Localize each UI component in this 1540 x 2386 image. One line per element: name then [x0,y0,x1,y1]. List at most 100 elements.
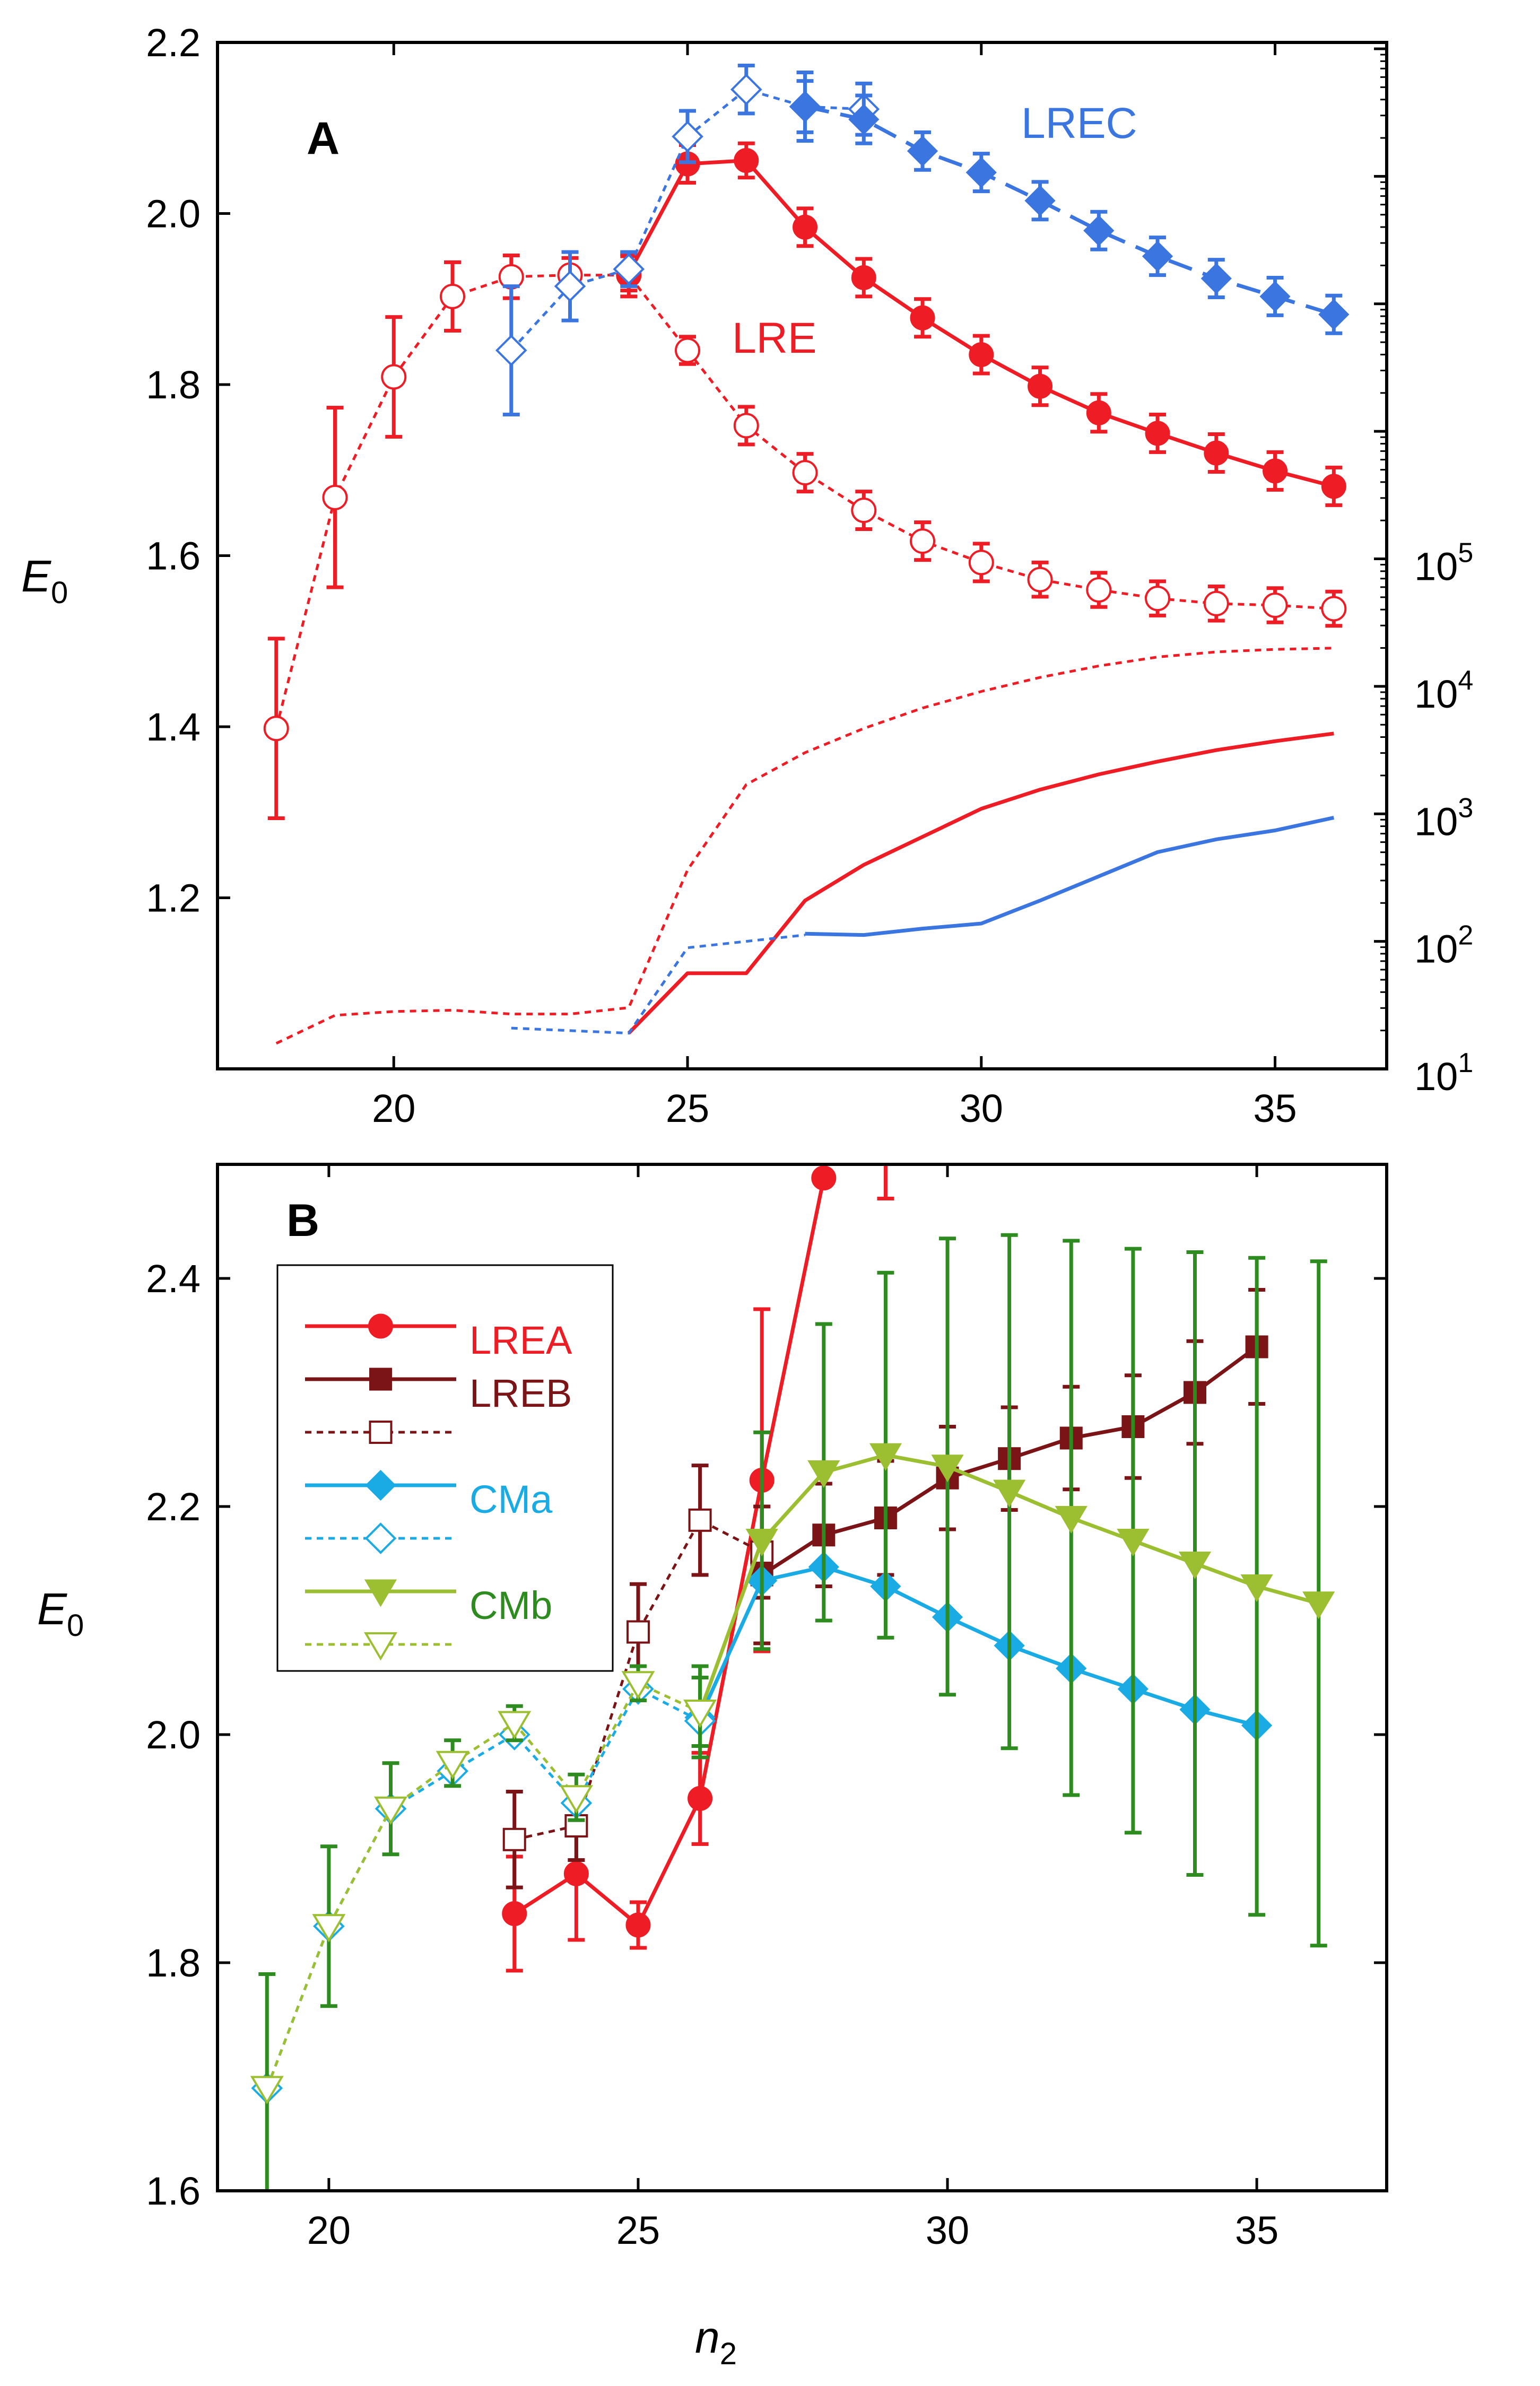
panel-b-series-lrea-off-scale-error-bar [877,1164,894,1200]
legend-entry-lrea: LREA [305,1313,572,1362]
panel-b-series-cmb-open-point [621,1671,655,1700]
panel-a-series-lre-open-point [851,498,877,524]
panel-b-series-lreb-open-point [502,1827,526,1851]
panel-b-series-cmb-open-point [498,1711,532,1740]
legend-frame [276,1264,614,1672]
panel-a-series-lre-open-point [675,337,701,363]
legend-label: LREA [469,1318,572,1362]
panel-a-y2-tick-label-base: 10 [1414,545,1458,589]
panel-a-series-lrec-filled [789,79,1350,335]
panel-a-series-lrec-filled-point [1083,215,1115,246]
panel-b-series-cmb-filled [683,1233,1335,1948]
panel-a-series-lrec-filled-point [1259,281,1291,312]
panel-b-series-cmb-open-point [250,2076,284,2105]
plot-frame-b [216,1163,1388,2192]
panel-label-a: A [307,113,340,164]
panel-a-y2-tick-label-base: 10 [1414,927,1458,971]
x-axis-title-b-sub: 2 [720,2337,737,2371]
panel-b-series-cmb-filled-point [1117,1529,1150,1557]
panel-a-series-lre-filled [616,141,1346,507]
panel-a-y2-tick-label-sup: 1 [1458,1048,1473,1078]
panel-b-series-cma-open [251,1673,716,2104]
panel-a-y-tick-label: 2.0 [146,192,201,236]
panel-b-y-tick-label: 1.8 [146,1941,201,1985]
panel-a-series-lrec-filled-point [1142,241,1173,272]
panel-b-series-cmb-open-point [683,1700,717,1728]
panel-a-series-lre-filled-point [969,342,994,368]
panel-a-series-lre-open-point [1027,567,1053,593]
panel-b-series-cmb-filled-point [1178,1552,1212,1580]
panel-a-series-lre-filled-point [851,265,876,290]
x-axis-title-b: n2 [695,2312,737,2371]
legend-label: CMa [469,1477,553,1521]
legend-marker [364,1579,397,1607]
y-axis-title-b-sub: 0 [67,1608,84,1643]
panel-b-y-tick-label: 2.0 [146,1713,201,1757]
panel-b-x-tick-label: 25 [616,2208,660,2252]
panel-a-y2-tick-label-base: 10 [1414,672,1458,716]
panel-b-series-lreb-open-point [688,1508,712,1532]
panel-a-series-lrec-filled-point [848,104,880,135]
panel-b-series-lrea-point [502,1901,527,1927]
panel-b-series-lreb-open-point [626,1620,650,1644]
panel-a-series-lrec-open-point [730,73,762,106]
panel-b-series-cmb-open-point [559,1785,593,1814]
panel-b-series-cmb-filled-point [1055,1506,1087,1534]
panel-b-y-tick-label: 2.4 [146,1257,201,1301]
panel-a-series-lre-filled-point [1028,373,1053,399]
legend-marker [368,1313,393,1339]
panel-a-x-tick-label: 20 [372,1086,415,1130]
panel-a-series-lre-count-dotted-right-axis-line [275,647,1334,1045]
panel-a-series-lrec-filled-point [1318,299,1350,330]
panel-a-y2-tick-label-sup: 2 [1458,920,1473,951]
panel-b-series-cmb-filled-point [931,1455,964,1483]
panel-a-x-tick-label: 25 [666,1086,709,1130]
legend-entry-cmb: CMb [305,1579,552,1627]
panel-a-series-lre-open-point [263,716,289,742]
panel-a-series-lre-filled-point [734,148,759,173]
panel-a-series-lrec-filled-point [1200,263,1232,294]
panel-a-y-tick-label: 1.8 [146,363,201,407]
panel-a-y-tick-label: 2.2 [146,21,201,65]
panel-a-series-lre-open-point [1321,596,1347,622]
panel-b-y-tick-label: 1.6 [146,2169,201,2213]
panel-a-series-lre-open-point [1262,593,1288,619]
panel-a-series-lre-filled-point [1321,474,1346,499]
panel-a-series-lre-filled-point [793,214,818,240]
panel-a-series-lre-open-point [322,484,348,510]
panel-a-series-lre-open-point [910,528,936,554]
panel-a-x-tick-label: 30 [960,1086,1003,1130]
panel-b-series-lrea-off-scale [877,1164,894,1200]
panel-a-series-lrec-open-point [495,334,527,367]
panel-a-y2-tick-label-sup: 3 [1458,793,1473,823]
y-axis-title-a: E0 [21,551,68,610]
panel-a-series-lre-open-point [440,283,466,309]
panel-a-series-lre-open-point [1086,577,1112,603]
panel-b-series-cma-filled-line [698,1565,1257,1728]
panel-a-y-tick-label: 1.6 [146,534,201,578]
panel-b-series-cma-open-line [265,1687,701,2089]
plot-frame-a [216,41,1388,1070]
legend-marker [365,1469,396,1501]
legend-label: LREB [469,1371,572,1415]
legend-entry-lreb: LREB [305,1368,572,1415]
panel-a-series-lrec-filled-point [907,135,938,167]
annotation-lre: LRE [732,314,817,362]
y-axis-title-a-main: E [21,551,51,601]
y-axis-title-b-main: E [37,1584,67,1634]
panel-a-series-lrec-filled-line [804,105,1335,317]
panel-b-x-tick-label: 30 [926,2208,969,2252]
panel-a-y2-tick-label-sup: 5 [1458,538,1473,569]
legend: LREA LREB CMa CMb [276,1264,614,1672]
panel-a-series-lre-count-dotted-right-axis [275,647,1334,1045]
panel-b-series-lrea-point [811,1165,837,1191]
panel-a: 20 25 30 351.21.41.61.82.02.210110210310410… [21,21,1473,1130]
panel-a-series-lre-open-point [1203,590,1229,616]
panel-a-series-lrec-count-solid-right-axis [805,816,1335,937]
legend-entry-cma: CMa [305,1469,553,1521]
panel-b-y-tick-label: 2.2 [146,1485,201,1529]
panel-b-series-cma-filled [684,1551,1273,1741]
panel-a-y2-tick-label-base: 10 [1414,799,1458,843]
panel-a-y2-tick-label-base: 10 [1414,1055,1458,1099]
